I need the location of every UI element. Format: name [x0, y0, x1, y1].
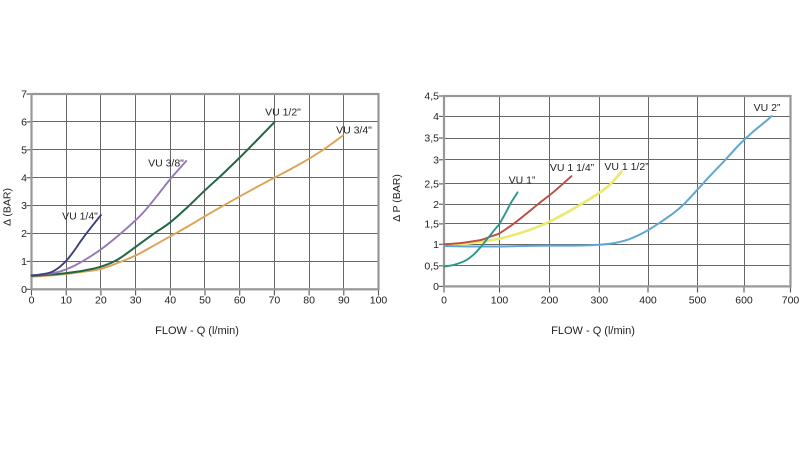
svg-text:70: 70: [269, 295, 281, 307]
svg-text:1: 1: [433, 239, 439, 251]
svg-text:VU 1/4": VU 1/4": [62, 211, 98, 223]
svg-text:2: 2: [21, 228, 27, 240]
svg-text:2: 2: [433, 199, 439, 211]
svg-text:7: 7: [21, 89, 27, 101]
svg-text:300: 300: [591, 295, 609, 307]
svg-text:3,5: 3,5: [424, 133, 439, 145]
svg-text:4: 4: [433, 111, 439, 123]
svg-text:Δ P (BAR): Δ P (BAR): [391, 174, 403, 222]
svg-text:600: 600: [735, 295, 753, 307]
svg-text:20: 20: [95, 295, 107, 307]
svg-text:0: 0: [441, 295, 447, 307]
svg-text:VU 1/2": VU 1/2": [265, 107, 301, 119]
svg-text:400: 400: [639, 295, 657, 307]
svg-text:4,5: 4,5: [424, 91, 439, 103]
svg-text:FLOW - Q (l/min): FLOW - Q (l/min): [155, 325, 239, 337]
svg-text:700: 700: [782, 295, 800, 307]
svg-text:0,5: 0,5: [424, 260, 439, 272]
svg-text:80: 80: [303, 295, 315, 307]
svg-text:1: 1: [21, 256, 27, 268]
svg-text:VU 1 1/4”: VU 1 1/4”: [550, 162, 595, 174]
svg-text:0: 0: [29, 295, 35, 307]
svg-text:30: 30: [130, 295, 142, 307]
svg-text:5: 5: [21, 144, 27, 156]
svg-text:50: 50: [199, 295, 211, 307]
svg-text:500: 500: [689, 295, 707, 307]
svg-text:4: 4: [21, 172, 27, 184]
svg-text:0: 0: [21, 284, 27, 296]
svg-text:0: 0: [433, 281, 439, 293]
svg-text:2,5: 2,5: [424, 179, 439, 191]
svg-text:FLOW - Q (l/min): FLOW - Q (l/min): [551, 325, 635, 337]
svg-text:VU 3/4": VU 3/4": [336, 125, 372, 137]
svg-text:VU 1”: VU 1”: [509, 175, 536, 187]
svg-text:200: 200: [541, 295, 559, 307]
svg-text:VU 1 1/2”: VU 1 1/2”: [604, 161, 649, 173]
svg-text:1,5: 1,5: [424, 219, 439, 231]
svg-text:3: 3: [433, 154, 439, 166]
svg-text:Δ (BAR): Δ (BAR): [2, 188, 14, 226]
svg-text:10: 10: [60, 295, 72, 307]
svg-text:100: 100: [491, 295, 509, 307]
svg-text:60: 60: [234, 295, 246, 307]
svg-text:40: 40: [164, 295, 176, 307]
svg-text:VU 3/8": VU 3/8": [148, 158, 184, 170]
svg-text:VU 2”: VU 2”: [754, 102, 781, 114]
svg-text:100: 100: [370, 295, 388, 307]
svg-text:90: 90: [338, 295, 350, 307]
svg-text:3: 3: [21, 200, 27, 212]
svg-text:6: 6: [21, 117, 27, 129]
